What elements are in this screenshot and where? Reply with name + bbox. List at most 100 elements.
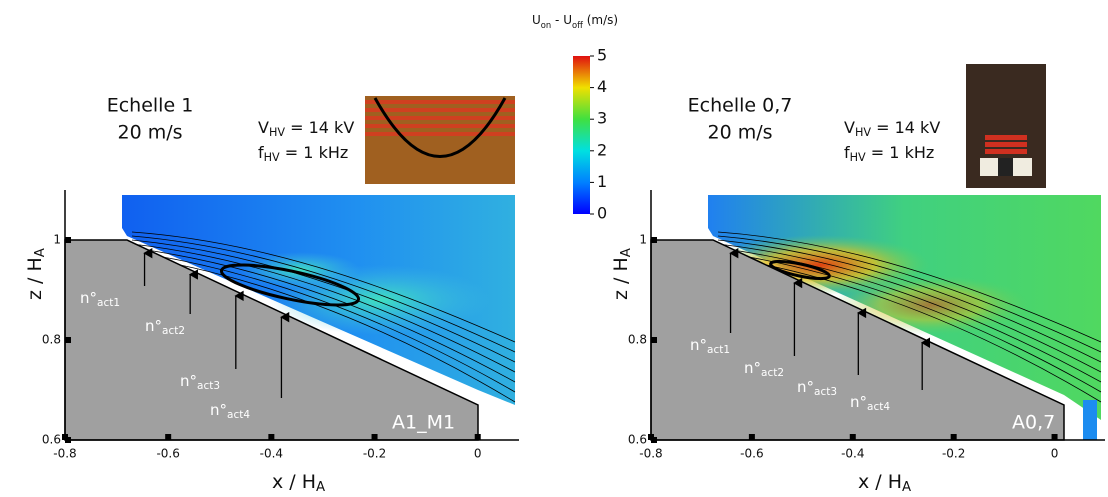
colorbar-tick-label: 2 (597, 140, 607, 159)
text-part: act3 (197, 380, 220, 392)
text-part: f (258, 143, 264, 162)
text-part: act2 (162, 325, 185, 337)
text-part: A (316, 480, 325, 495)
text-part: HV (855, 126, 871, 139)
text-part: act3 (814, 386, 837, 398)
panel-param: fHV = 1 kHz (844, 143, 934, 165)
text-part: = 1 kHz (280, 143, 349, 162)
flow-strip (1083, 400, 1097, 440)
panel-title: Echelle 0,7 (688, 95, 793, 117)
text-part: x / H (858, 471, 902, 493)
text-part: act2 (761, 367, 784, 379)
x-tick-label: -0.8 (53, 447, 76, 461)
y-tick (651, 437, 657, 443)
photo-stripe (985, 149, 1027, 154)
streamline (717, 231, 1102, 343)
x-tick (474, 434, 481, 440)
text-part: n° (80, 289, 97, 307)
text-part: n° (180, 372, 197, 390)
text-part: n° (850, 393, 867, 411)
panel-title: Echelle 1 (107, 95, 194, 117)
text-part: A (619, 248, 634, 257)
x-tick (849, 434, 856, 440)
text-part: V (258, 118, 269, 137)
text-part: A (33, 248, 48, 257)
x-tick-label: 0 (474, 447, 482, 461)
x-tick (950, 434, 957, 440)
y-tick-label: 1 (639, 233, 647, 247)
streamline (131, 247, 516, 383)
x-tick (1051, 434, 1058, 440)
x-tick-label: -0.4 (841, 447, 864, 461)
photo-curve (373, 97, 507, 158)
actuator-label: n°act1 (690, 336, 730, 357)
x-tick-label: -0.8 (639, 447, 662, 461)
text-part: = 1 kHz (866, 143, 935, 162)
x-tick (268, 434, 275, 440)
text-part: on (541, 20, 551, 30)
text-part: A (902, 480, 911, 495)
x-tick (371, 434, 378, 440)
flow-highlight (240, 252, 360, 288)
text-part: = 14 kV (285, 118, 354, 137)
text-part: - U (551, 13, 572, 27)
photo-stripe (365, 124, 515, 128)
text-part: act1 (707, 344, 730, 356)
photo-stripe (365, 132, 515, 136)
text-part: HV (850, 151, 866, 164)
text-part: f (844, 143, 850, 162)
x-tick-label: -0.6 (740, 447, 763, 461)
streamline (131, 243, 516, 373)
text-part: HV (269, 126, 285, 139)
text-part: x / H (272, 471, 316, 493)
text-part: n° (797, 378, 814, 396)
y-tick-label: 0.6 (42, 433, 61, 447)
colorbar-tick-label: 3 (597, 109, 607, 128)
text-part: z / H (24, 257, 46, 300)
vortex (219, 263, 361, 307)
text-part: act1 (97, 297, 120, 309)
actuator-label: n°act2 (145, 317, 185, 338)
colorbar-tick-label: 0 (597, 204, 607, 223)
y-tick (65, 337, 71, 343)
photo-stripe (365, 116, 515, 120)
panel-title: 20 m/s (707, 122, 772, 144)
streamline (717, 235, 1102, 353)
colorbar-tick-label: 5 (597, 46, 607, 65)
photo-part (998, 158, 1013, 176)
panel-param: VHV = 14 kV (258, 118, 354, 140)
y-tick-label: 0.8 (42, 333, 61, 347)
text-part: off (572, 20, 583, 30)
photo-stripe (365, 108, 515, 112)
x-tick-label: 0 (1051, 447, 1059, 461)
text-part: = 14 kV (871, 118, 940, 137)
y-tick-label: 0.8 (628, 333, 647, 347)
streamline (131, 255, 516, 403)
model-label: A1_M1 (392, 412, 455, 434)
vortex (769, 259, 831, 281)
panel-param: VHV = 14 kV (844, 118, 940, 140)
actuator-label: n°act1 (80, 289, 120, 310)
y-tick-label: 1 (53, 233, 61, 247)
y-tick (651, 337, 657, 343)
y-tick (651, 237, 657, 243)
streamline (717, 247, 1102, 383)
actuator-label: n°act3 (797, 378, 837, 399)
model-label: A0,7 (1012, 412, 1055, 434)
photo-stripe (985, 142, 1027, 147)
streamline (131, 239, 516, 363)
text-part: act4 (867, 401, 890, 413)
colorbar-tick-label: 1 (597, 172, 607, 191)
y-tick (65, 437, 71, 443)
actuator-label: n°act2 (744, 359, 784, 380)
y-tick (65, 237, 71, 243)
photo-stripe (985, 135, 1027, 140)
streamline (717, 239, 1102, 363)
text-part: n° (210, 401, 227, 419)
streamline (131, 231, 516, 343)
streamline (131, 235, 516, 353)
x-tick (748, 434, 755, 440)
actuator-label: n°act3 (180, 372, 220, 393)
text-part: n° (690, 336, 707, 354)
